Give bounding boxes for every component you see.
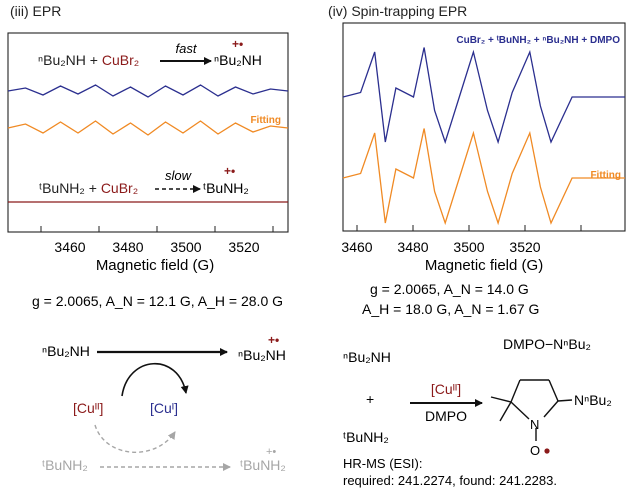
scheme-cu1: [Cuᴵ]: [150, 400, 178, 416]
params-iii: g = 2.0065, A_N = 12.1 G, A_H = 28.0 G: [32, 293, 283, 309]
xlabel-iv: Magnetic field (G): [425, 257, 543, 274]
scheme-gray-charge: +•: [266, 446, 276, 458]
tick-label-iii-3520: 3520: [228, 239, 259, 255]
epr-trace-iii-1: [7, 120, 289, 136]
oxygen-label: O: [530, 443, 540, 458]
r1-reagent: CuBr₂: [102, 52, 139, 68]
r1-charge: +•: [232, 37, 243, 51]
epr-iii-xticks: [40, 226, 274, 232]
epr-iii-series: [7, 84, 289, 203]
tick-label-iv-3480: 3480: [397, 239, 428, 255]
r1-arrow-label: fast: [176, 41, 198, 56]
scheme-end: ⁿBu₂NH: [238, 347, 286, 363]
r1-product: ⁿBu₂NH: [214, 52, 262, 68]
r2-label: ᵗBuNH₂ + CuBr₂: [39, 180, 138, 196]
reactant-2: ᵗBuNH₂: [343, 429, 389, 445]
tick-label-iv-3460: 3460: [341, 239, 372, 255]
epr-iv-frame: [342, 22, 626, 232]
scheme-start: ⁿBu₂NH: [42, 343, 90, 359]
hrms-values: required: 241.2274, found: 241.2283.: [343, 473, 557, 488]
scheme-curve-arrow: [121, 362, 189, 397]
r2-product: ᵗBuNH₂: [203, 180, 249, 196]
epr-trace-iv-0: [342, 47, 625, 145]
dmpo-adduct-structure: [490, 379, 573, 441]
scheme-gray-curve: [94, 424, 176, 454]
tick-label-iii-3460: 3460: [54, 239, 85, 255]
params-iv-line1: g = 2.0065, A_N = 14.0 G: [370, 281, 529, 297]
tick-label-iii-3480: 3480: [112, 239, 143, 255]
scheme-gray-start: ᵗBuNH₂: [42, 457, 88, 473]
scheme-gray-end: ᵗBuNH₂: [240, 457, 286, 473]
epr-trace-iii-0: [7, 84, 289, 98]
hrms-title: HR-MS (ESI):: [343, 456, 422, 471]
epr-iv-xticks: [356, 225, 582, 231]
fitting-label-iii: Fitting: [250, 115, 281, 126]
r1-label: ⁿBu₂NH + CuBr₂: [38, 52, 139, 68]
tick-label-iv-3500: 3500: [453, 239, 484, 255]
tick-label-iii-3500: 3500: [170, 239, 201, 255]
scheme-cu2: [Cuᴵᴵ]: [73, 400, 103, 416]
adduct-label: DMPO−NⁿBu₂: [503, 336, 591, 352]
r2-left: ᵗBuNH₂ +: [39, 180, 101, 196]
plus-sign: +: [366, 391, 374, 407]
ring-n-label: N: [530, 417, 539, 432]
scheme-right: ⁿBu₂NH + ᵗBuNH₂ [Cuᴵᴵ] DMPO DMPO−NⁿBu₂ N…: [343, 336, 612, 488]
r2-reagent: CuBr₂: [101, 180, 138, 196]
r1-left: ⁿBu₂NH +: [38, 52, 102, 68]
r2-arrow-label: slow: [165, 168, 193, 183]
scheme-end-charge: +•: [268, 333, 279, 347]
panel-iii-title: (iii) EPR: [10, 3, 61, 19]
scheme-left: ⁿBu₂NH ⁿBu₂NH +• [Cuᴵᴵ] [Cuᴵ] ᵗBuNH₂ ᵗBu…: [42, 333, 286, 473]
r2-charge: +•: [224, 164, 235, 178]
sub-label: NⁿBu₂: [574, 392, 612, 408]
legend-iv: CuBr₂ + ᵗBuNH₂ + ⁿBu₂NH + DMPO: [456, 35, 620, 46]
epr-iii-frame: [7, 32, 289, 233]
epr-trace-iv-1: [342, 128, 625, 226]
xlabel-iii: Magnetic field (G): [96, 257, 214, 274]
reagent-below: DMPO: [425, 408, 467, 424]
reactant-1: ⁿBu₂NH: [343, 349, 391, 365]
panel-iv-title: (iv) Spin-trapping EPR: [328, 3, 467, 19]
radical-dot: [544, 448, 550, 454]
params-iv-line2: A_H = 18.0 G, A_N = 1.67 G: [362, 301, 539, 317]
fitting-label-iv: Fitting: [590, 170, 621, 181]
reagent-above: [Cuᴵᴵ]: [431, 381, 461, 397]
tick-label-iv-3520: 3520: [509, 239, 540, 255]
epr-iv-series: [342, 47, 625, 226]
